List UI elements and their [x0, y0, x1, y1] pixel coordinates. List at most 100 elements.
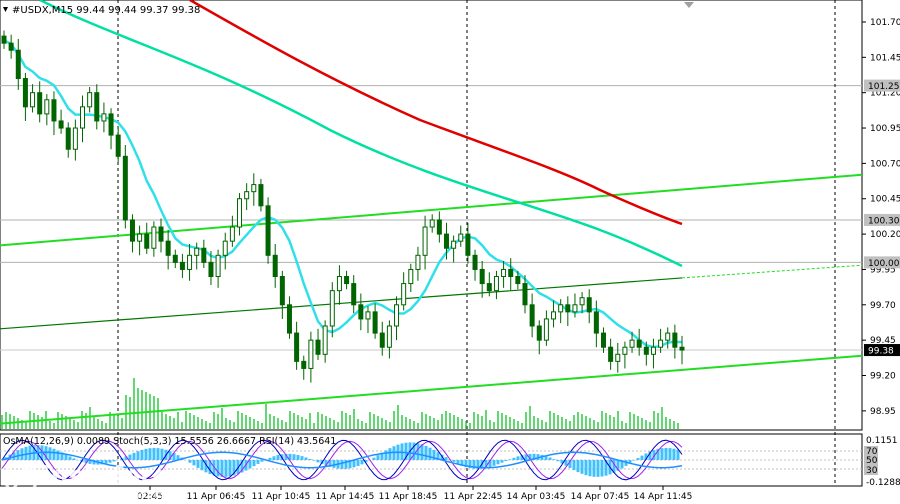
osma-bar — [132, 452, 136, 460]
channel-midline-extension — [681, 264, 863, 279]
indicator-scale-label: 0.1151 — [866, 436, 898, 446]
osma-bar — [364, 460, 368, 463]
price-label: 100.20 — [870, 230, 900, 240]
osma-bar — [628, 460, 632, 464]
osma-bar — [440, 454, 444, 460]
osma-bar — [568, 460, 572, 468]
osma-bar — [88, 460, 92, 464]
osma-bar — [640, 455, 644, 460]
indicator-level-badge — [864, 465, 878, 475]
price-label: 101.45 — [870, 53, 900, 63]
level-badge — [864, 79, 900, 92]
candle-body — [137, 233, 143, 242]
candle-body — [194, 247, 200, 256]
osma-bar — [268, 457, 272, 460]
collapse-triangle-icon[interactable] — [3, 7, 8, 12]
osma-bar — [632, 460, 636, 461]
candle-body — [665, 332, 671, 341]
osma-bar — [272, 456, 276, 460]
level-badge — [864, 344, 900, 357]
osma-bar — [428, 447, 432, 460]
osma-bar — [580, 460, 584, 474]
candle-body — [608, 346, 614, 362]
candle-body — [187, 254, 193, 270]
osma-bar — [284, 453, 288, 460]
main-pane[interactable] — [0, 0, 863, 431]
osma-bar — [256, 460, 260, 464]
osma-bar — [196, 460, 200, 468]
channel-midline[interactable] — [0, 277, 683, 330]
candle-body — [615, 353, 621, 362]
osma-bar — [676, 449, 680, 460]
osma-bar — [636, 458, 640, 460]
osma-bar — [228, 460, 232, 477]
candle-body — [536, 325, 542, 341]
osma-bar — [644, 453, 648, 460]
osma-bar — [528, 453, 532, 460]
price-label: 101.20 — [870, 89, 900, 99]
osma-bar — [360, 460, 364, 465]
candle-body — [551, 311, 557, 320]
trendlines[interactable] — [0, 173, 863, 425]
osma-bar — [92, 460, 96, 465]
watermark-tagline: Instant Forex Trading — [48, 488, 164, 501]
candle-body — [308, 339, 314, 369]
candle-body — [465, 233, 471, 256]
candle-body — [279, 276, 285, 306]
osma-bar — [276, 455, 280, 460]
osma-bar — [488, 460, 492, 468]
osma-bar — [168, 451, 172, 460]
osma-bar — [72, 458, 76, 460]
stoch-main-line — [1, 439, 683, 481]
lower-trendline[interactable] — [0, 354, 863, 425]
osma-bar — [220, 460, 224, 477]
candle-body — [372, 311, 378, 334]
candle-body — [72, 127, 78, 150]
osma-bar — [216, 460, 220, 477]
osma-bar — [544, 456, 548, 460]
osma-bar — [104, 460, 108, 464]
osma-bar — [404, 442, 408, 460]
candle-body — [622, 346, 628, 355]
candle-body — [479, 268, 485, 285]
candle-body — [30, 92, 36, 108]
time-label: 14 Apr 03:45 — [507, 492, 566, 502]
time-label: 11 Apr 06:45 — [187, 492, 246, 502]
osma-bar — [304, 457, 308, 460]
candle-body — [1, 35, 7, 44]
candle-body — [679, 346, 685, 351]
osma-bar — [208, 460, 212, 475]
osma-bar — [444, 457, 448, 460]
chart-shift-marker-icon[interactable] — [684, 2, 694, 8]
rsi-line — [1, 451, 683, 469]
indicator-level-badge — [864, 455, 878, 465]
candle-body — [44, 99, 50, 115]
osma-bar — [492, 460, 496, 466]
price-label: 99.45 — [870, 336, 896, 346]
osma-bar — [340, 460, 344, 469]
osma-bar — [416, 443, 420, 460]
osma-bar — [188, 460, 192, 463]
osma-bar — [656, 448, 660, 460]
candle-body — [572, 304, 578, 313]
price-label: 98.95 — [870, 407, 896, 417]
osma-bar — [376, 455, 380, 460]
upper-trendline[interactable] — [0, 173, 863, 247]
osma-bar — [324, 460, 328, 466]
candle-body — [451, 240, 457, 249]
time-label: 14 Apr 07:45 — [571, 492, 630, 502]
osma-bar — [420, 444, 424, 460]
candle-body — [15, 49, 21, 80]
osma-bar — [468, 460, 472, 469]
osma-bar — [424, 445, 428, 460]
osma-bar — [508, 459, 512, 460]
candle-body — [294, 332, 300, 362]
osma-bar — [556, 460, 560, 462]
osma-bar — [156, 448, 160, 460]
osma-bar — [292, 454, 296, 460]
osma-bar — [248, 460, 252, 469]
osma-bar — [584, 460, 588, 476]
osma-bar — [612, 460, 616, 473]
candle-body — [672, 332, 678, 348]
